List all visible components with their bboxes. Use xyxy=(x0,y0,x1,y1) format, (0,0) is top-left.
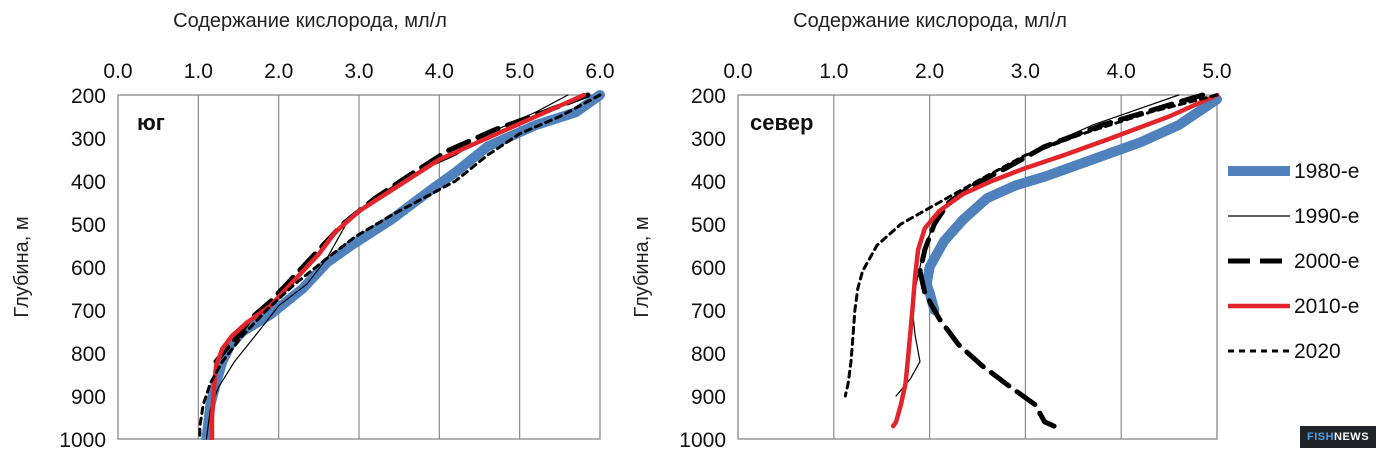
x-tick-label: 1.0 xyxy=(819,60,848,83)
x-tick-label: 0.0 xyxy=(103,60,132,83)
legend-label: 2010-е xyxy=(1294,295,1359,318)
legend: 1980-е 1990-е 2000-е 2010-е 2020 xyxy=(1228,160,1359,363)
series-line-2020 xyxy=(843,93,1219,398)
y-axis-title: Глубина, м xyxy=(11,216,33,317)
legend-label: 1980-е xyxy=(1294,160,1359,183)
series-line-1990-е xyxy=(205,94,569,440)
series-line-1980-е xyxy=(921,94,1222,315)
x-tick-label: 4.0 xyxy=(425,60,454,83)
y-tick-label: 900 xyxy=(691,386,726,409)
chart-panel-south: 0.0 1.0 2.0 3.0 4.0 5.0 6.0 200 300 400 500 600 700 8… xyxy=(11,10,615,452)
y-tick-label: 800 xyxy=(71,343,106,366)
x-axis-title: Содержание кислорода, мл/л xyxy=(173,10,447,32)
plot-frame xyxy=(117,94,601,440)
x-tick-label: 4.0 xyxy=(1107,60,1136,83)
plot-frame xyxy=(737,94,1218,440)
x-tick-label: 3.0 xyxy=(1011,60,1040,83)
series-line-2010-е xyxy=(209,92,587,440)
y-tick-label: 1000 xyxy=(679,429,726,452)
panel-label: юг xyxy=(137,110,165,135)
chart-panel-north: 0.0 1.0 2.0 3.0 4.0 5.0 200 300 400 500 600 700 800 9… xyxy=(631,10,1232,452)
x-tick-label: 1.0 xyxy=(184,60,213,83)
y-tick-label: 200 xyxy=(71,85,106,108)
y-tick-label: 300 xyxy=(691,128,726,151)
y-tick-label: 200 xyxy=(691,85,726,108)
panel-label: север xyxy=(750,110,813,135)
y-tick-label: 700 xyxy=(71,300,106,323)
legend-label: 2020 xyxy=(1294,340,1341,363)
y-tick-label: 900 xyxy=(71,386,106,409)
x-tick-label: 5.0 xyxy=(1202,60,1231,83)
x-tick-label: 3.0 xyxy=(344,60,373,83)
y-tick-label: 700 xyxy=(691,300,726,323)
y-tick-label: 500 xyxy=(71,214,106,237)
legend-label: 2000-е xyxy=(1294,250,1359,273)
y-tick-label: 600 xyxy=(691,257,726,280)
series-line-2000-е xyxy=(917,92,1206,429)
series-line-2010-е xyxy=(890,92,1220,429)
x-tick-label: 2.0 xyxy=(915,60,944,83)
series-line-2020 xyxy=(198,93,602,440)
y-tick-label: 800 xyxy=(691,343,726,366)
y-tick-label: 400 xyxy=(71,171,106,194)
series-line-1980-е xyxy=(201,90,605,440)
series-line-2000-е xyxy=(213,92,591,365)
y-tick-label: 600 xyxy=(71,257,106,280)
watermark-logo: FISHNEWS xyxy=(1300,426,1376,448)
x-tick-label: 2.0 xyxy=(264,60,293,83)
x-axis-title: Содержание кислорода, мл/л xyxy=(793,10,1067,32)
y-axis-title: Глубина, м xyxy=(631,216,653,317)
x-tick-label: 6.0 xyxy=(585,60,614,83)
x-tick-label: 0.0 xyxy=(723,60,752,83)
y-tick-label: 500 xyxy=(691,214,726,237)
x-tick-label: 5.0 xyxy=(505,60,534,83)
y-tick-label: 1000 xyxy=(59,429,106,452)
y-tick-label: 300 xyxy=(71,128,106,151)
y-tick-label: 400 xyxy=(691,171,726,194)
legend-label: 1990-е xyxy=(1294,205,1359,228)
